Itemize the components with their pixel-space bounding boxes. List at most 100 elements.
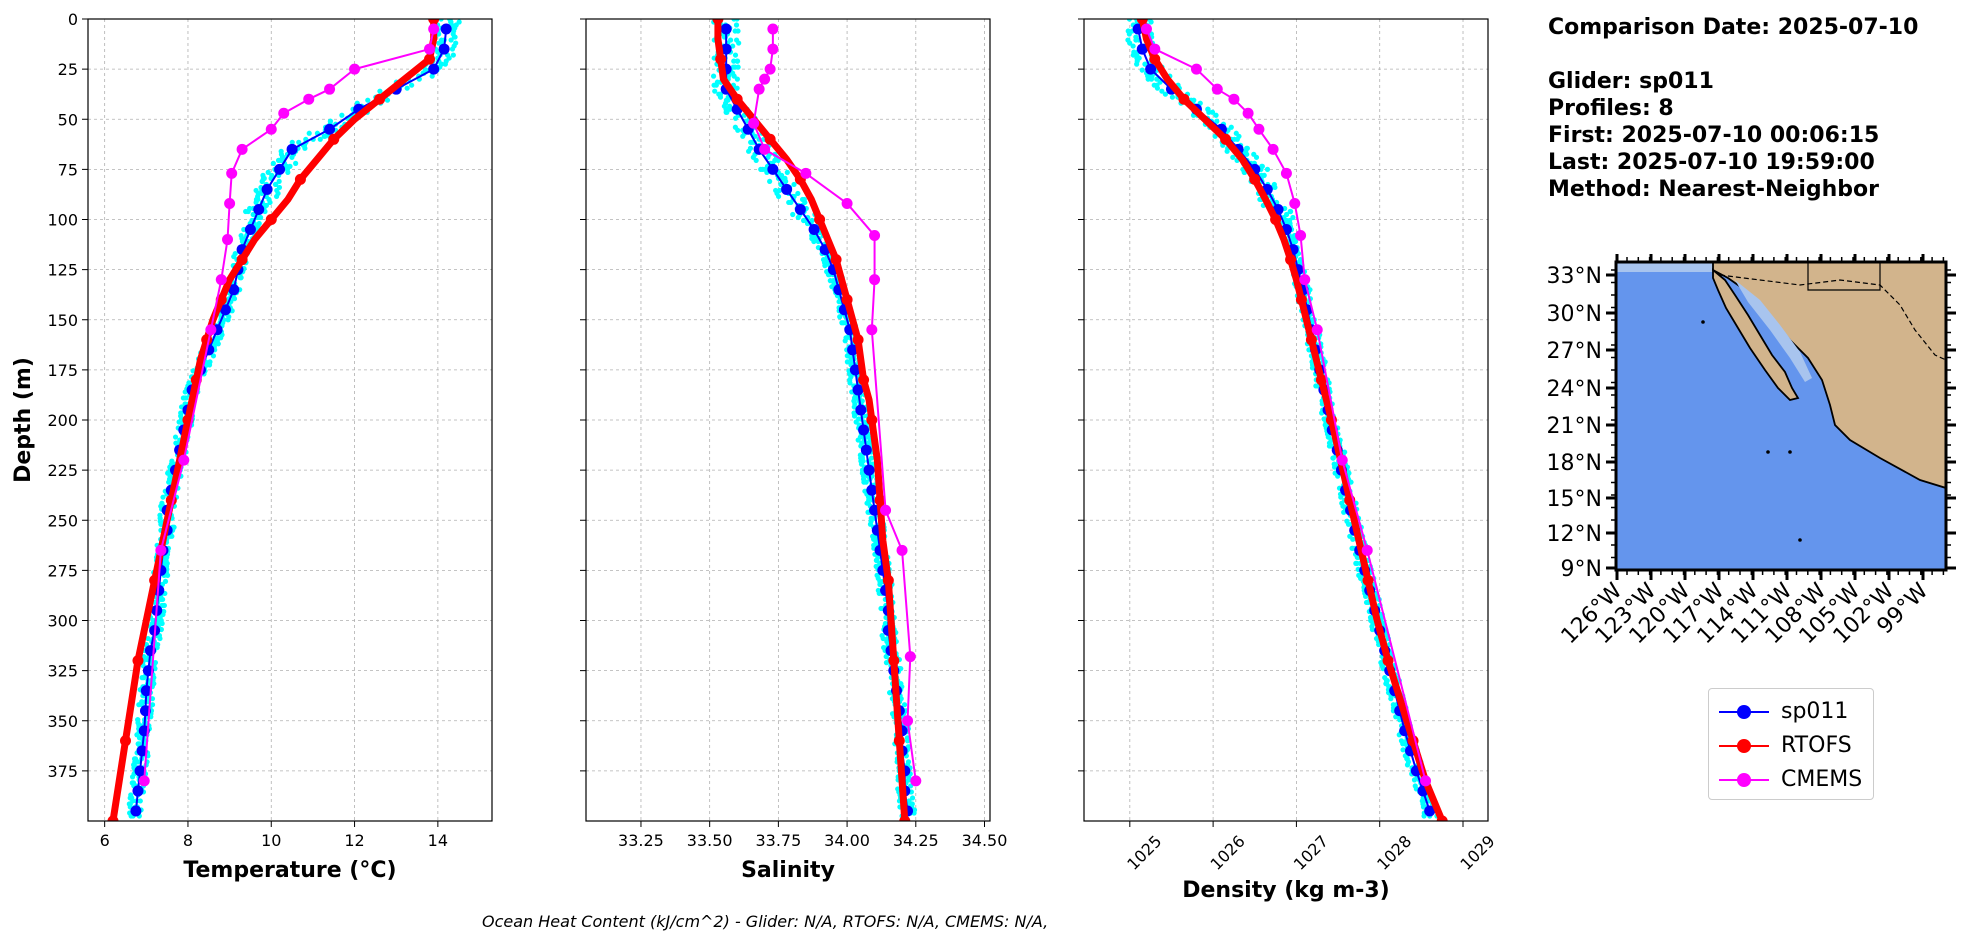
raw-profile-point	[339, 112, 345, 118]
raw-profile-point	[901, 702, 908, 708]
raw-profile-point	[775, 193, 782, 200]
raw-profile-point	[1234, 136, 1240, 142]
raw-profile-point	[1348, 479, 1354, 485]
raw-profile-point	[837, 314, 843, 320]
point-rtofs	[888, 655, 900, 667]
x-axis-label: Density (kg m-3)	[1182, 878, 1390, 903]
point-rtofs	[852, 334, 864, 346]
point-sp011	[261, 183, 273, 195]
point-rtofs	[374, 93, 386, 105]
raw-profile-point	[840, 320, 847, 326]
point-rtofs	[1295, 294, 1307, 306]
inset-map: 33°N30°N27°N24°N21°N18°N15°N12°N9°N126°W…	[1547, 254, 1956, 649]
y-tick-label: 275	[47, 561, 78, 580]
raw-profile-point	[183, 395, 189, 401]
legend-item-glider: sp011	[1709, 697, 1873, 727]
raw-profile-point	[732, 115, 739, 121]
raw-profile-point	[302, 145, 308, 151]
raw-profile-point	[1345, 521, 1352, 527]
point-rtofs	[866, 414, 878, 426]
point-cmems	[178, 454, 190, 466]
point-sp011	[140, 685, 152, 697]
x-tick-label: 14	[428, 831, 448, 850]
raw-profile-point	[1400, 741, 1406, 747]
raw-profile-point	[1369, 626, 1375, 633]
point-cmems	[205, 324, 217, 336]
raw-profile-point	[1411, 777, 1418, 783]
point-cmems	[1289, 197, 1301, 209]
point-rtofs	[1362, 574, 1374, 586]
point-rtofs	[1270, 214, 1282, 225]
raw-profile-point	[296, 139, 302, 145]
point-sp011	[858, 424, 870, 436]
raw-profile-point	[1228, 124, 1234, 130]
point-sp011	[428, 63, 440, 75]
lat-tick-label: 21°N	[1547, 414, 1602, 439]
legend-item-cmems: CMEMS	[1709, 765, 1873, 795]
raw-profile-point	[734, 85, 740, 91]
panel-temperature: 6 8 10 12 14 0 25 50 75 100 125 150 175 200 225 250 275 3…	[11, 10, 493, 883]
raw-profile-point	[293, 160, 299, 166]
raw-profile-point	[827, 278, 833, 284]
raw-profile-point	[273, 193, 280, 200]
raw-profile-point	[1162, 91, 1169, 97]
raw-profile-point	[259, 178, 265, 185]
raw-profile-point	[1264, 166, 1271, 172]
point-cmems	[896, 544, 908, 556]
raw-profile-point	[160, 494, 166, 500]
plot-area-temperature	[107, 19, 462, 821]
ocean-heat-content-note: Ocean Heat Content (kJ/cm^2) - Glider: N…	[482, 912, 1049, 931]
raw-profile-point	[734, 19, 740, 22]
point-cmems	[1420, 775, 1432, 787]
raw-profile-point	[734, 76, 740, 82]
glider-name: Glider: sp011	[1548, 69, 1714, 94]
raw-profile-point	[864, 500, 870, 506]
x-tick-label: 33.75	[755, 831, 801, 850]
point-cmems	[1211, 83, 1223, 95]
raw-profile-point	[880, 635, 886, 642]
lat-tick-label: 27°N	[1547, 339, 1602, 364]
point-cmems	[759, 73, 771, 85]
raw-profile-point	[1338, 494, 1344, 500]
point-sp011	[866, 484, 878, 496]
point-sp011	[849, 364, 861, 376]
y-tick-label: 175	[47, 361, 78, 380]
point-rtofs	[119, 735, 131, 747]
point-sp011	[440, 23, 452, 35]
x-tick-label: 33.50	[687, 831, 733, 850]
x-tick-label: 1026	[1207, 832, 1249, 874]
y-axis-label: Depth (m)	[11, 357, 36, 483]
point-cmems	[1253, 123, 1265, 135]
point-cmems	[1336, 454, 1348, 466]
raw-profile-point	[1230, 154, 1236, 160]
raw-profile-point	[1130, 43, 1136, 49]
y-tick-label: 25	[58, 60, 78, 79]
point-cmems	[841, 197, 853, 209]
gulf-shelf	[1735, 280, 1812, 382]
raw-profile-point	[822, 263, 828, 269]
point-cmems	[1267, 143, 1279, 155]
raw-profile-point	[734, 58, 740, 64]
profile-count: Profiles: 8	[1548, 96, 1674, 121]
legend: sp011 RTOFS CMEMS	[1708, 688, 1874, 800]
point-rtofs	[841, 294, 853, 306]
y-tick-label: 50	[58, 110, 78, 129]
raw-profile-point	[317, 136, 323, 142]
point-rtofs	[715, 53, 727, 65]
raw-profile-point	[883, 653, 889, 660]
point-cmems	[324, 83, 336, 95]
first-time: First: 2025-07-10 00:06:15	[1548, 123, 1880, 148]
point-rtofs	[814, 214, 826, 225]
raw-profile-point	[137, 798, 143, 804]
point-cmems	[303, 93, 315, 105]
baja-california	[1712, 268, 1800, 401]
legend-item-rtofs: RTOFS	[1709, 731, 1873, 761]
raw-profile-point	[904, 738, 911, 744]
point-rtofs	[236, 254, 248, 266]
raw-profile-point	[1290, 214, 1296, 221]
raw-profile-point	[377, 88, 383, 94]
raw-profile-point	[1350, 536, 1356, 542]
raw-profile-point	[172, 434, 179, 440]
raw-profile-point	[1126, 31, 1132, 37]
raw-profile-point	[272, 181, 279, 188]
